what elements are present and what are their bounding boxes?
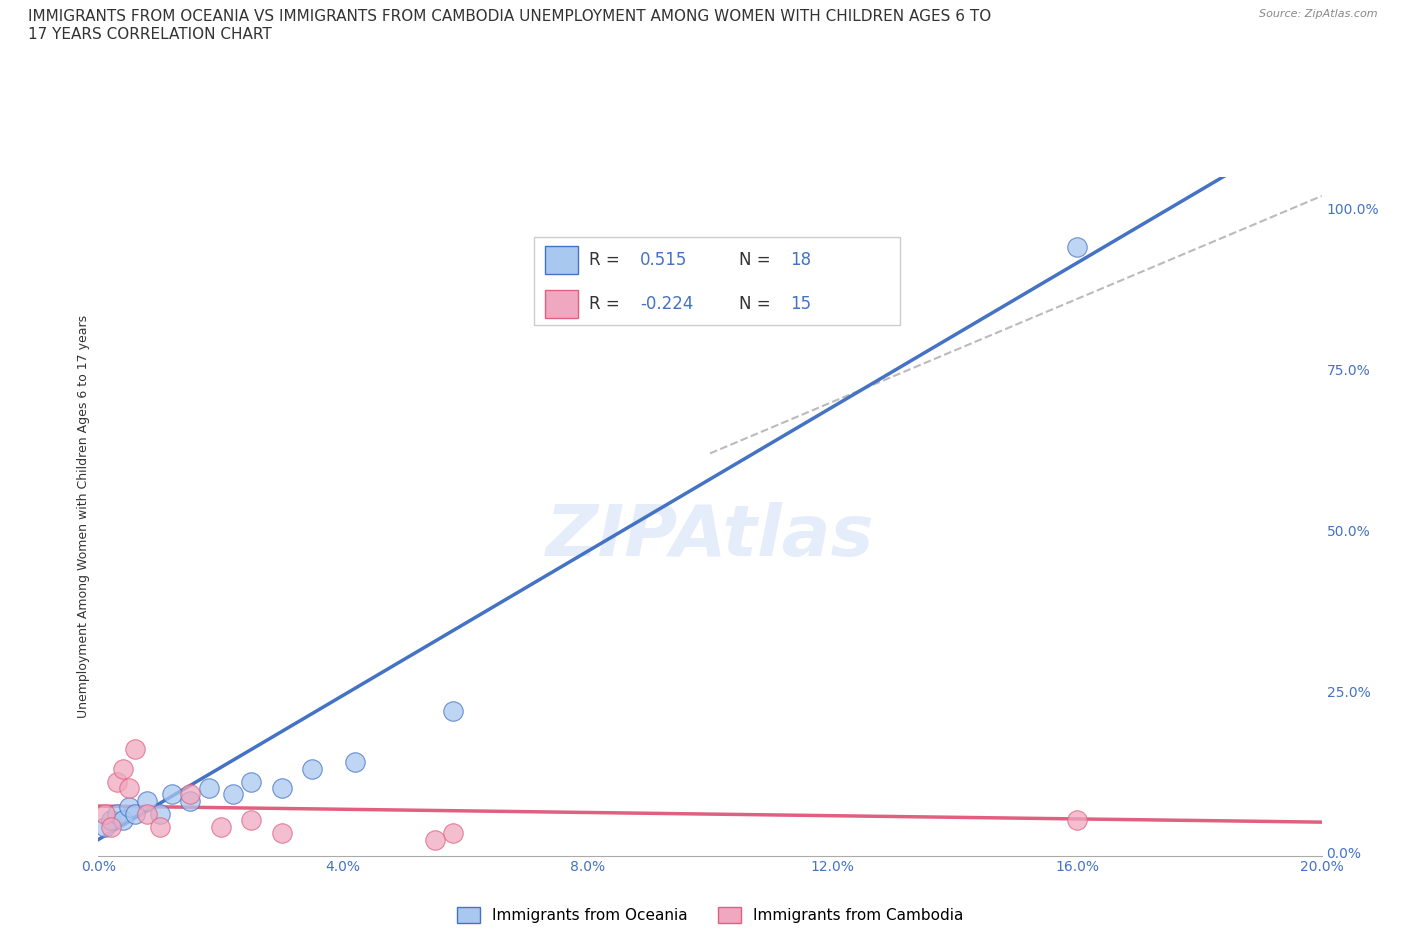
FancyBboxPatch shape [534, 237, 900, 326]
Text: N =: N = [740, 251, 776, 269]
Text: R =: R = [589, 251, 626, 269]
Bar [546, 290, 578, 318]
Text: N =: N = [740, 296, 776, 313]
Text: IMMIGRANTS FROM OCEANIA VS IMMIGRANTS FROM CAMBODIA UNEMPLOYMENT AMONG WOMEN WIT: IMMIGRANTS FROM OCEANIA VS IMMIGRANTS FR… [28, 9, 991, 42]
Y-axis label: Unemployment Among Women with Children Ages 6 to 17 years: Unemployment Among Women with Children A… [77, 314, 90, 718]
Text: ZIPAtlas: ZIPAtlas [546, 502, 875, 571]
Legend: Immigrants from Oceania, Immigrants from Cambodia: Immigrants from Oceania, Immigrants from… [450, 901, 970, 929]
Text: 18: 18 [790, 251, 811, 269]
Text: -0.224: -0.224 [640, 296, 693, 313]
Text: R =: R = [589, 296, 626, 313]
Bar [546, 246, 578, 274]
Text: 0.515: 0.515 [640, 251, 688, 269]
Text: 15: 15 [790, 296, 811, 313]
Text: Source: ZipAtlas.com: Source: ZipAtlas.com [1260, 9, 1378, 20]
